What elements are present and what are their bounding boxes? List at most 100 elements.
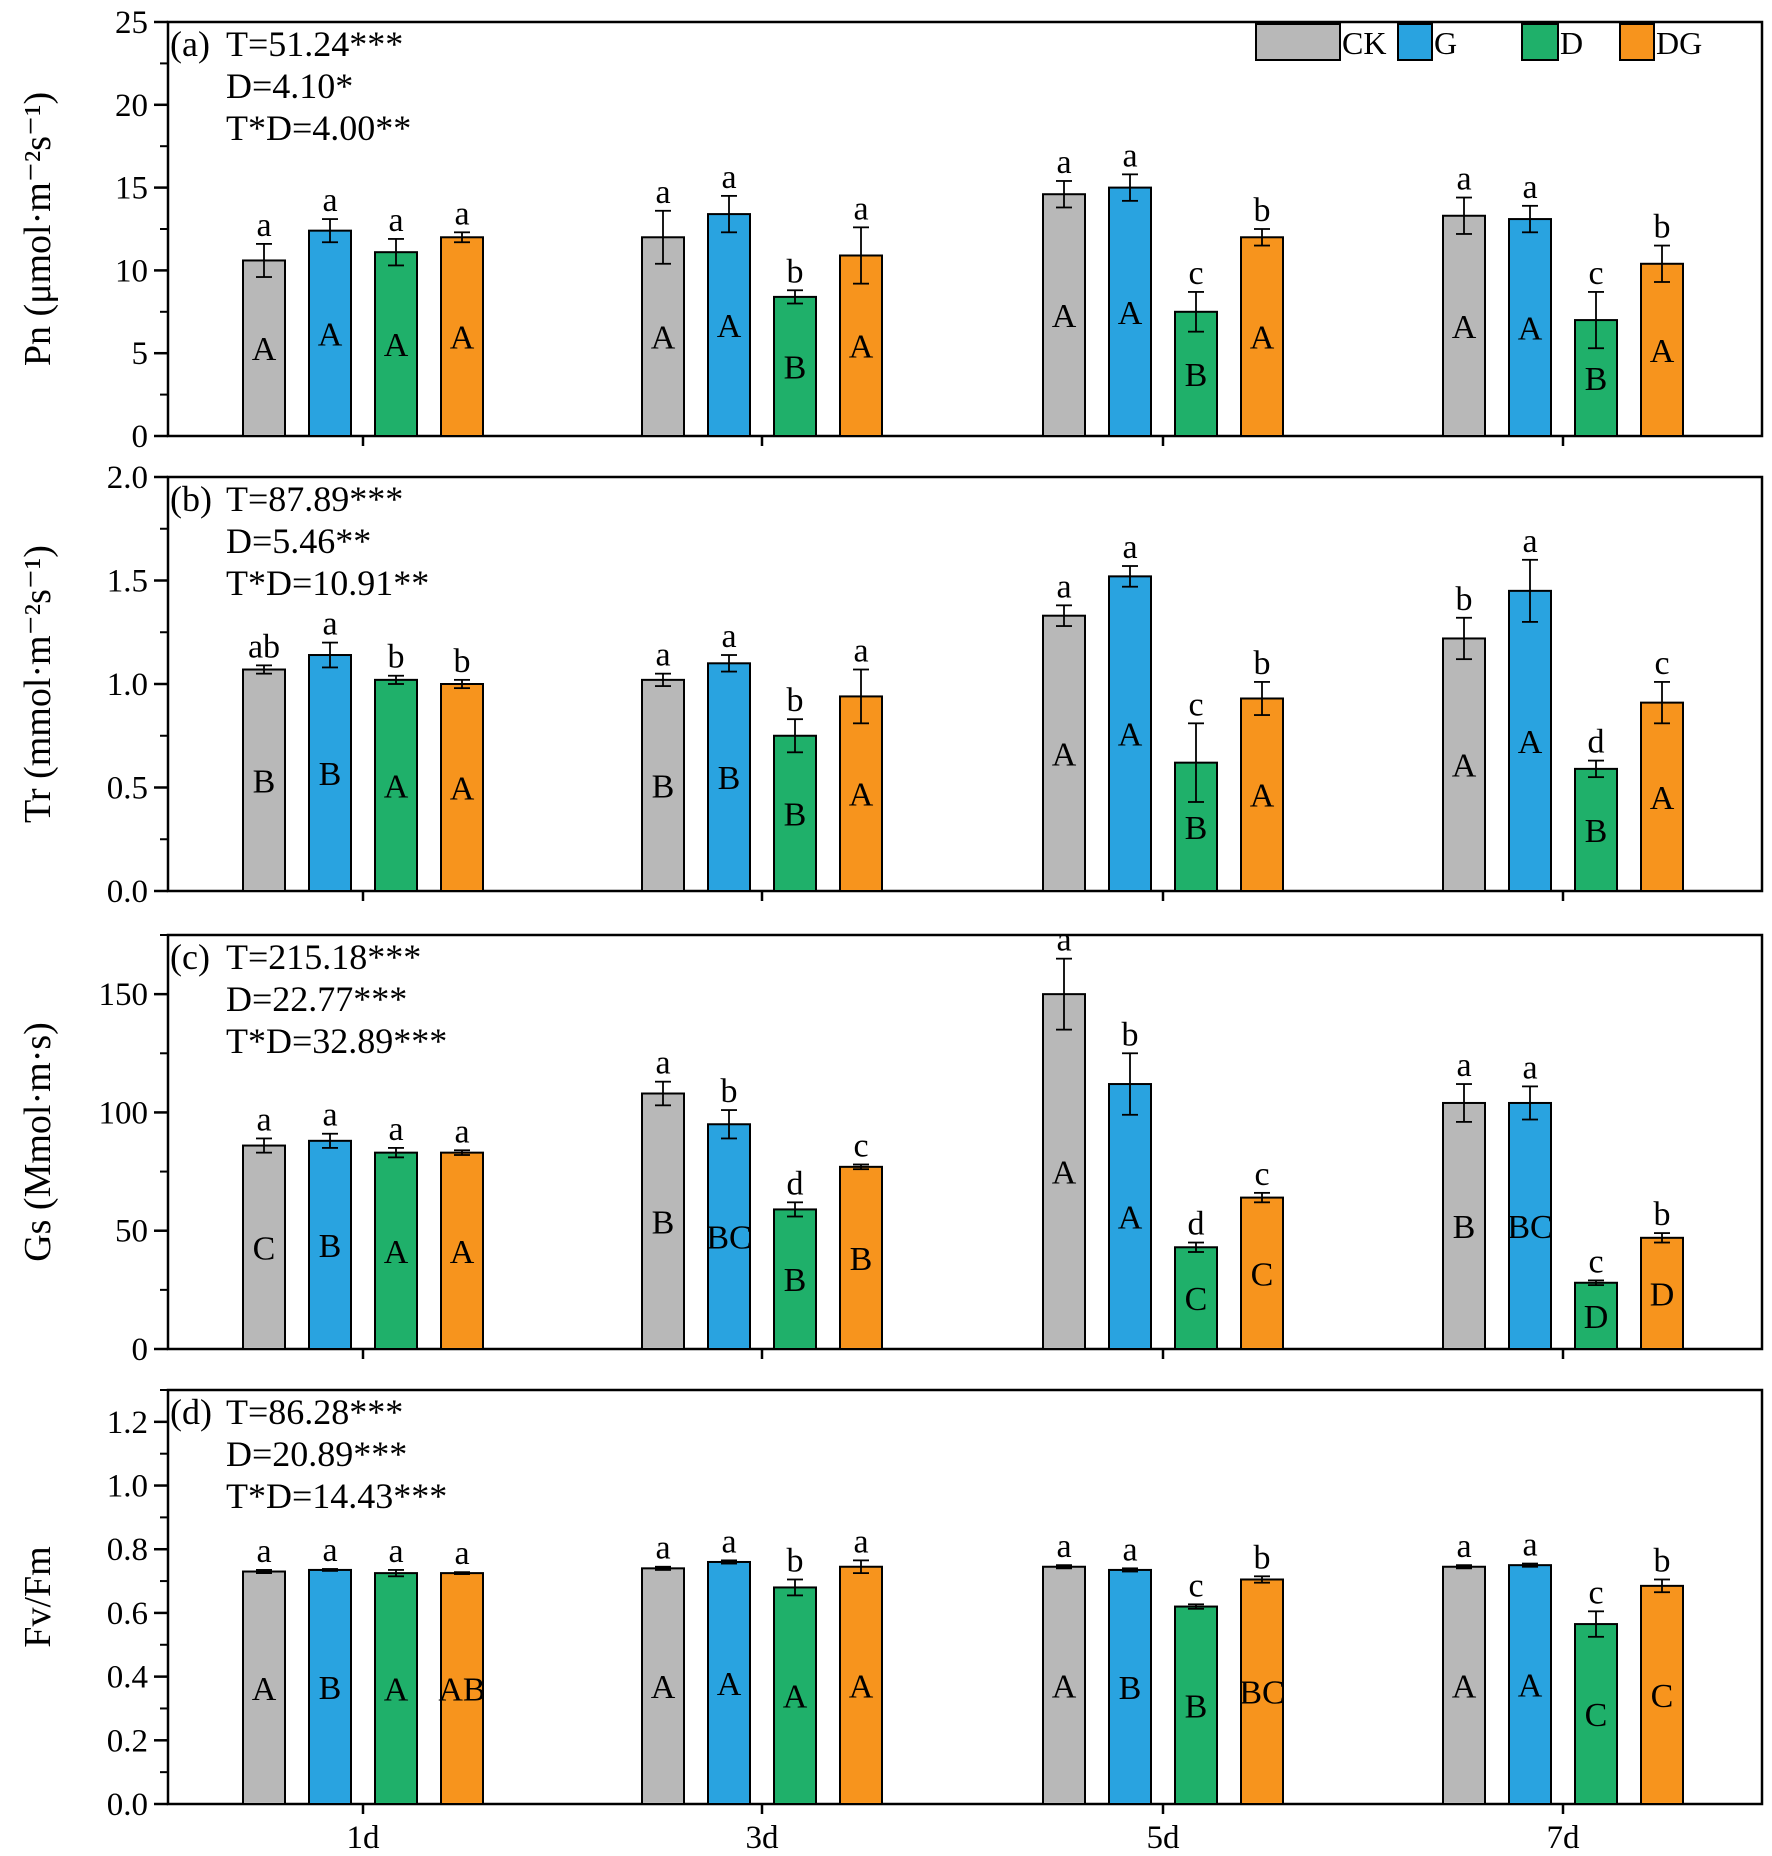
bar [1640, 1236, 1684, 1350]
significance-upper: AB [438, 1672, 485, 1709]
series-CK: a Ca Ba Aa B [242, 922, 1486, 1351]
significance-upper: B [718, 760, 741, 797]
y-axis: 0 50 100 150 [99, 934, 168, 1368]
bar [1508, 218, 1552, 437]
legend-item-D: D [1521, 23, 1583, 61]
significance-lower: a [454, 195, 469, 232]
significance-lower: a [1522, 1527, 1537, 1564]
significance-lower: c [1588, 1574, 1603, 1611]
bar [1042, 1565, 1086, 1805]
x-tick-label: 7d [1547, 1820, 1581, 1856]
bar [242, 668, 286, 893]
significance-lower: a [655, 637, 670, 674]
bar [308, 1139, 352, 1350]
significance-lower: d [1588, 724, 1605, 761]
y-tick-label: 50 [115, 1214, 148, 1250]
bar [1574, 1623, 1618, 1805]
y-axis-label: Fv/Fm [17, 1546, 59, 1647]
significance-upper: C [1585, 1697, 1608, 1734]
significance-upper: B [319, 756, 342, 793]
significance-upper: A [1518, 311, 1543, 348]
y-axis: 0 5 10 15 20 25 [115, 5, 168, 455]
significance-lower: a [256, 207, 271, 244]
y-tick-label: 25 [115, 5, 148, 41]
significance-lower: b [1254, 645, 1271, 682]
significance-upper: A [1118, 295, 1143, 332]
bar [308, 654, 352, 893]
significance-upper: B [1185, 1688, 1208, 1725]
significance-lower: a [853, 190, 868, 227]
stat-annotation: D=5.46** [226, 521, 371, 561]
significance-lower: a [256, 1533, 271, 1570]
panel-c: 0 50 100 150 Gs (Mmol·m·s) (c) T=215.18***D=22… [17, 922, 1764, 1368]
significance-lower: b [1456, 581, 1473, 618]
stat-annotation: T*D=10.91** [226, 563, 429, 603]
significance-lower: a [1056, 144, 1071, 181]
significance-upper: BC [1239, 1675, 1284, 1712]
significance-upper: B [253, 763, 276, 800]
significance-upper: B [784, 349, 807, 386]
significance-upper: A [1118, 1200, 1143, 1237]
bar [440, 683, 484, 892]
bar [707, 213, 751, 437]
significance-lower: a [388, 202, 403, 239]
bar [1240, 697, 1284, 892]
bar [1240, 1578, 1284, 1805]
significance-upper: A [1250, 778, 1275, 815]
significance-lower: b [454, 643, 471, 680]
y-axis-label: Tr (mmol·m⁻²s⁻¹) [17, 545, 59, 823]
significance-upper: C [1185, 1281, 1208, 1318]
legend-swatch [1397, 23, 1433, 61]
series-G: a Aa Aa Aa A [308, 137, 1552, 437]
significance-lower: a [853, 633, 868, 670]
significance-lower: a [1456, 1047, 1471, 1084]
y-tick-label: 15 [115, 171, 148, 207]
legend-swatch [1521, 23, 1559, 61]
y-tick-label: 100 [99, 1095, 149, 1131]
bar [641, 678, 685, 892]
significance-lower: a [1056, 568, 1071, 605]
significance-upper: A [384, 327, 409, 364]
bar [641, 236, 685, 437]
significance-upper: A [849, 1668, 874, 1705]
significance-upper: B [1585, 361, 1608, 398]
significance-upper: A [1118, 717, 1143, 754]
bar [773, 1208, 817, 1350]
bar [440, 1572, 484, 1805]
y-tick-label: 0.4 [107, 1660, 148, 1696]
bar [1640, 1584, 1684, 1806]
significance-lower: b [388, 639, 405, 676]
significance-lower: c [853, 1127, 868, 1164]
significance-lower: a [721, 159, 736, 196]
legend-label: DG [1656, 25, 1702, 61]
significance-lower: a [388, 1533, 403, 1570]
bar [1108, 186, 1152, 437]
stat-annotation: T*D=4.00** [226, 108, 411, 148]
y-tick-label: 0.2 [107, 1723, 148, 1759]
plot-frame [166, 933, 1764, 1351]
y-tick-label: 0 [132, 1332, 149, 1368]
y-tick-label: 150 [99, 977, 149, 1013]
bar [839, 1165, 883, 1350]
x-tick-label: 1d [347, 1820, 381, 1856]
legend-label: G [1434, 25, 1457, 61]
series-CK: a b Ba Ba Ab A [242, 568, 1486, 893]
y-tick-label: 20 [115, 88, 148, 124]
significance-lower: a [388, 1111, 403, 1148]
significance-upper: B [1185, 357, 1208, 394]
bar [1108, 1568, 1152, 1806]
legend: CK G D DG [1255, 23, 1702, 61]
significance-lower: a [721, 618, 736, 655]
significance-upper: A [252, 1671, 277, 1708]
legend-label: CK [1342, 25, 1386, 61]
significance-upper: B [652, 1204, 675, 1241]
significance-lower: b [1254, 1539, 1271, 1576]
significance-lower: a [454, 1535, 469, 1572]
bar [1442, 1101, 1486, 1350]
significance-upper: BC [706, 1220, 751, 1257]
bar [1042, 993, 1086, 1351]
bar [707, 1123, 751, 1351]
